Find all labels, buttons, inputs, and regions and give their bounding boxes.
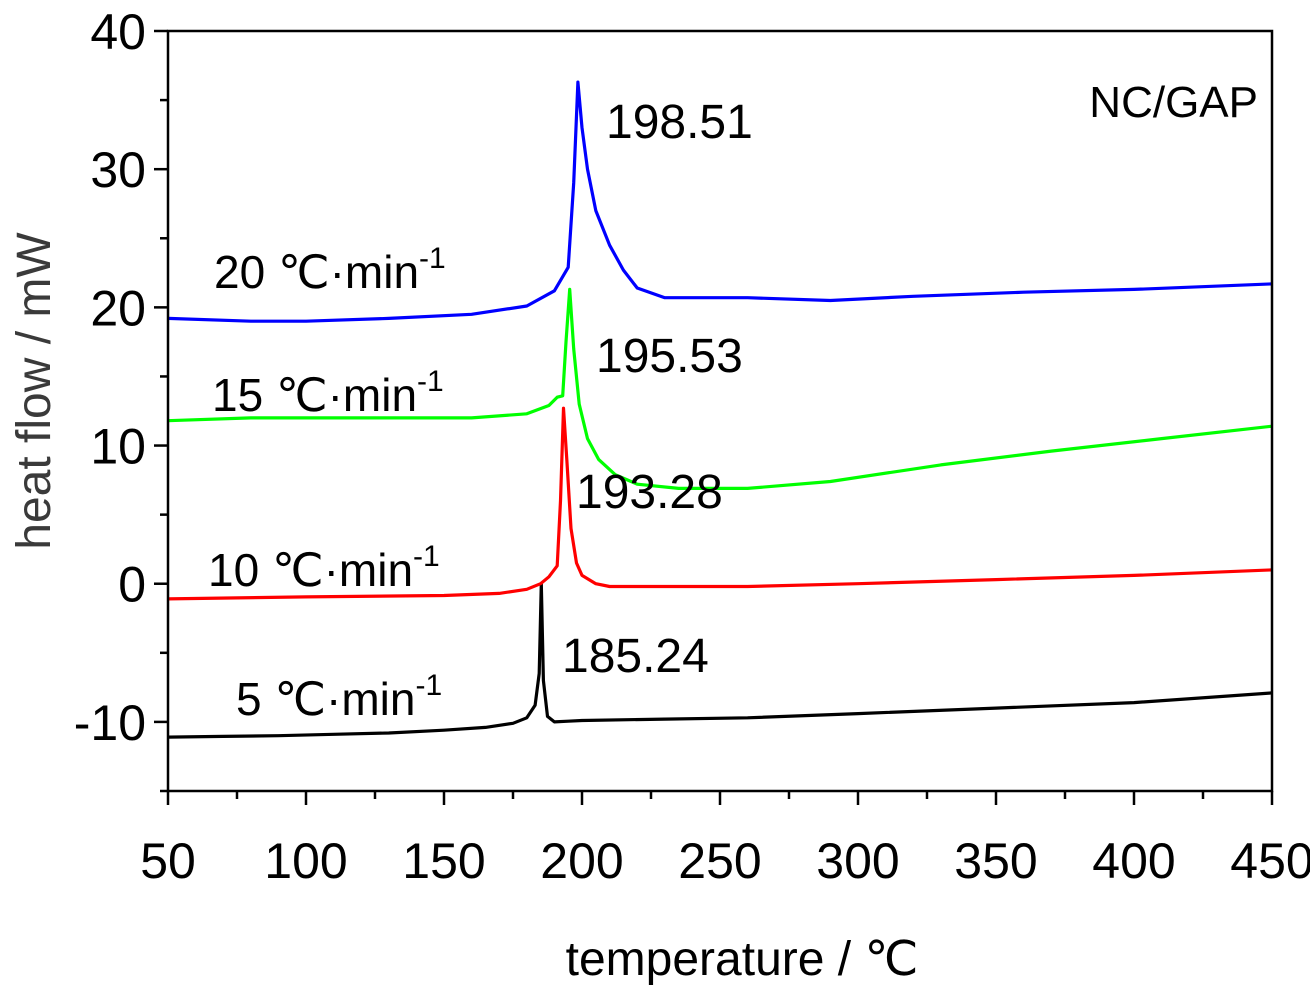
- peak-temperature-label: 193.28: [576, 466, 723, 519]
- x-tick-label: 100: [264, 833, 347, 889]
- y-tick-label: 30: [90, 142, 146, 198]
- x-tick-label: 350: [954, 833, 1037, 889]
- y-tick-label: -10: [74, 695, 146, 751]
- y-tick-label: 10: [90, 419, 146, 475]
- y-tick-label: 20: [90, 280, 146, 336]
- peak-temperature-label: 198.51: [606, 96, 753, 149]
- series-line-3: [167, 80, 1273, 323]
- x-tick-label: 150: [402, 833, 485, 889]
- x-tick-label: 50: [140, 833, 196, 889]
- x-tick-label: 450: [1230, 833, 1310, 889]
- sample-label: NC/GAP: [1089, 78, 1258, 127]
- peak-temperature-label: 185.24: [562, 630, 709, 683]
- y-axis-title: heat flow / mW: [8, 232, 61, 550]
- tick-layer: [154, 29, 1274, 805]
- series-line-1: [167, 406, 1273, 601]
- x-axis-title: temperature / ℃: [566, 933, 919, 986]
- peak-temperature-label: 195.53: [596, 330, 743, 383]
- heating-rate-label: 10 ℃·min-1: [208, 540, 440, 596]
- y-tick-label: 40: [90, 4, 146, 60]
- x-tick-label: 200: [540, 833, 623, 889]
- y-tick-label: 0: [118, 557, 146, 613]
- heating-rate-label: 15 ℃·min-1: [212, 365, 444, 421]
- x-tick-label: 250: [678, 833, 761, 889]
- label-layer: 50 100 150 200 250 300 350 400 450 -10 0 10 20 30 40 18…: [74, 4, 1310, 889]
- series-line-2: [167, 287, 1273, 490]
- series-layer: [167, 80, 1273, 739]
- x-tick-label: 400: [1092, 833, 1175, 889]
- heating-rate-label: 5 ℃·min-1: [236, 669, 442, 725]
- heating-rate-label: 20 ℃·min-1: [214, 242, 446, 298]
- x-tick-label: 300: [816, 833, 899, 889]
